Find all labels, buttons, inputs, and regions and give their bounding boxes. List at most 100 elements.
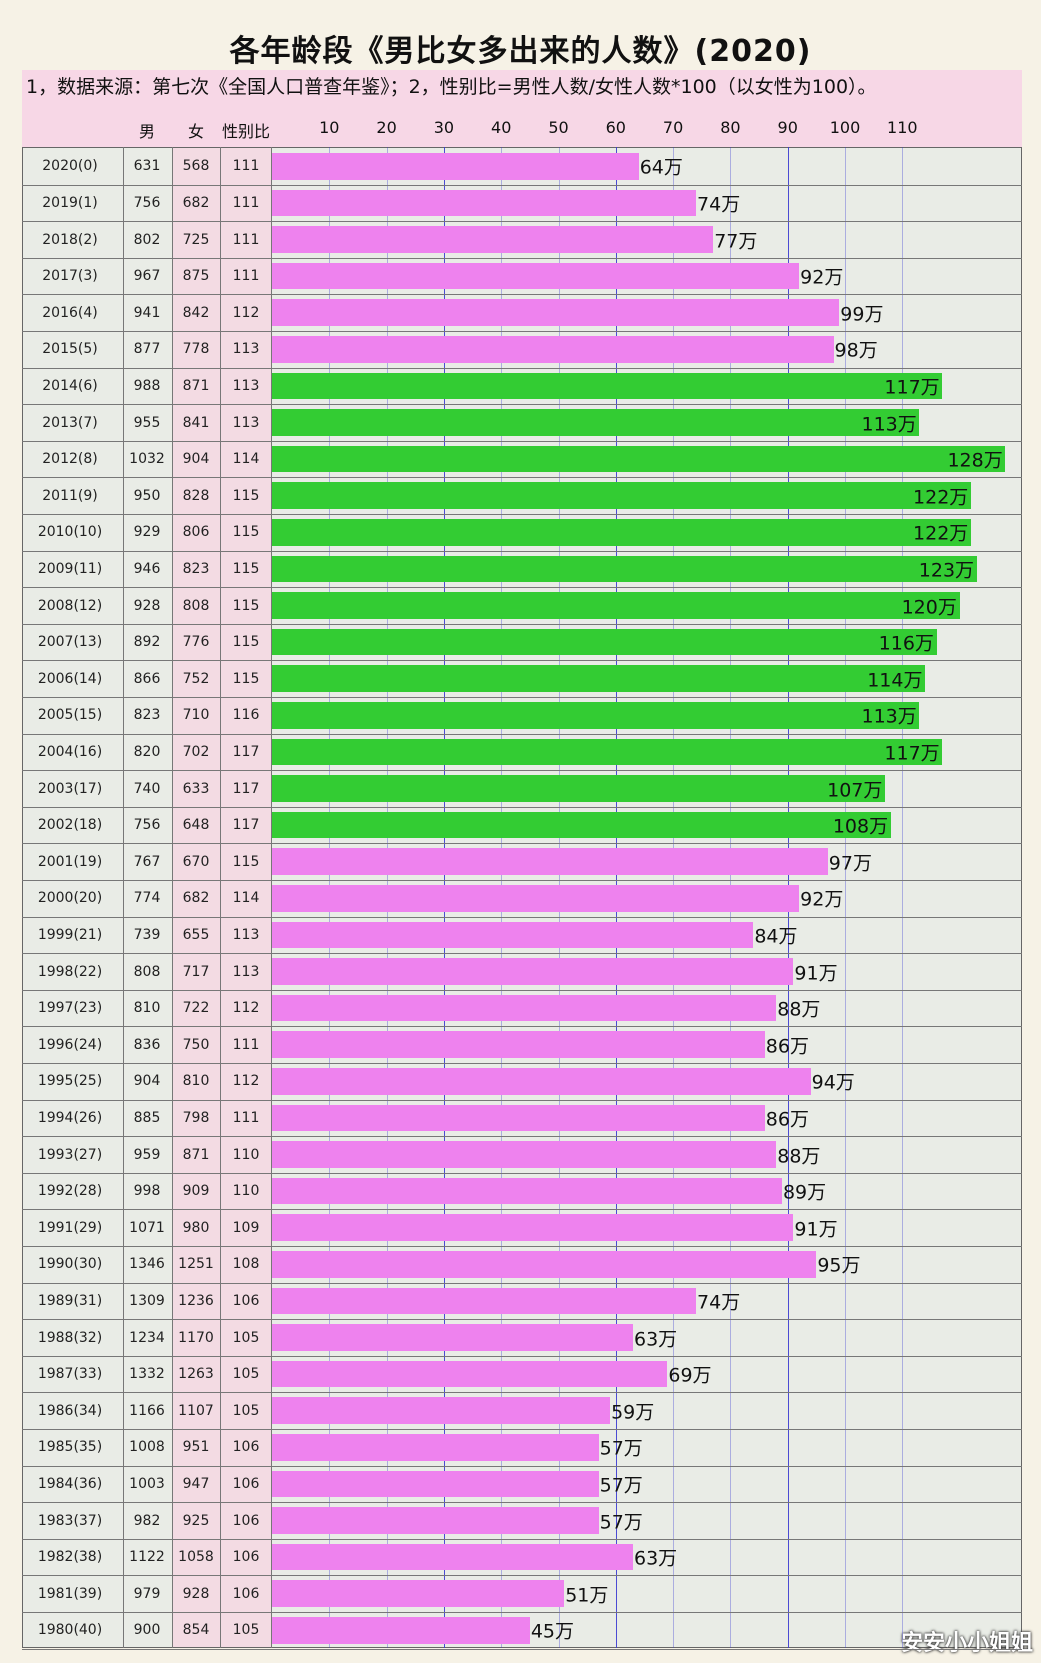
row-divider	[22, 477, 1022, 479]
row-year: 1998(22)	[37, 963, 103, 980]
row-year: 1997(23)	[37, 1000, 103, 1017]
row-divider	[22, 1502, 1022, 1504]
row-ratio: 111	[232, 1036, 260, 1053]
row-divider	[22, 770, 1022, 772]
row-ratio: 111	[232, 268, 260, 285]
row-female: 702	[182, 743, 210, 760]
row-male: 810	[133, 1000, 161, 1017]
bar-value-label: 91万	[794, 962, 838, 984]
bar	[272, 592, 960, 619]
row-year: 1990(30)	[37, 1256, 103, 1273]
bar-value-label: 89万	[782, 1181, 827, 1204]
row-year: 2007(13)	[37, 634, 103, 651]
row-divider	[22, 1465, 1022, 1467]
row-divider	[22, 1099, 1022, 1101]
row-female: 810	[182, 1073, 210, 1090]
bar	[272, 1434, 599, 1461]
bar-value-label: 122万	[913, 486, 969, 509]
row-female: 928	[182, 1585, 210, 1602]
row-male: 1332	[129, 1366, 165, 1383]
bar-value-label: 108万	[832, 815, 889, 838]
bar	[272, 1251, 817, 1278]
header-male: 男	[138, 122, 156, 141]
row-ratio: 106	[232, 1512, 260, 1529]
row-divider	[22, 1575, 1022, 1577]
row-male: 988	[133, 377, 161, 394]
bar-value-label: 63万	[633, 1547, 678, 1570]
row-ratio: 113	[232, 963, 260, 980]
column-divider	[123, 147, 124, 1648]
row-year: 1989(31)	[37, 1292, 103, 1309]
row-male: 756	[133, 817, 161, 834]
row-ratio: 115	[232, 670, 260, 687]
row-divider	[22, 1282, 1022, 1284]
row-male: 892	[133, 634, 161, 651]
row-divider	[22, 1246, 1022, 1247]
bar	[272, 1543, 633, 1571]
row-divider	[22, 367, 1022, 369]
row-year: 2019(1)	[42, 194, 98, 211]
bar-value-label: 92万	[800, 888, 844, 911]
row-male: 955	[133, 414, 161, 431]
row-year: 2008(12)	[37, 597, 103, 614]
row-year: 2015(5)	[42, 341, 98, 358]
row-ratio: 116	[232, 707, 260, 724]
row-male: 866	[133, 670, 161, 687]
bar-value-label: 114万	[867, 669, 923, 692]
row-male: 959	[133, 1146, 161, 1163]
row-female: 798	[182, 1109, 210, 1126]
row-female: 717	[182, 963, 210, 980]
row-male: 885	[133, 1109, 161, 1126]
row-female: 842	[182, 304, 210, 321]
row-year: 2014(6)	[42, 377, 98, 394]
row-male: 820	[133, 743, 161, 760]
bar	[272, 921, 754, 949]
bar-value-label: 57万	[599, 1511, 643, 1533]
row-divider	[22, 257, 1022, 259]
bar-value-label: 88万	[777, 998, 821, 1021]
row-female: 1058	[178, 1549, 214, 1566]
bar-value-label: 69万	[668, 1364, 712, 1387]
bar	[272, 409, 920, 436]
row-divider	[22, 880, 1022, 881]
row-female: 951	[182, 1439, 210, 1456]
row-male: 1309	[129, 1292, 165, 1309]
row-divider	[22, 550, 1022, 552]
row-divider	[22, 1392, 1022, 1394]
bar-value-label: 74万	[697, 1291, 741, 1314]
row-ratio: 114	[232, 890, 260, 907]
x-tick-label: 70	[662, 118, 684, 137]
row-year: 1985(35)	[37, 1439, 103, 1456]
row-divider	[22, 1429, 1022, 1430]
row-divider	[22, 1136, 1022, 1138]
row-female: 778	[182, 341, 210, 358]
x-gridline	[902, 147, 904, 1648]
bar-value-label: 57万	[599, 1474, 643, 1497]
row-male: 877	[133, 341, 161, 358]
bar-value-label: 113万	[861, 705, 917, 728]
row-ratio: 111	[232, 1109, 260, 1126]
bar	[272, 226, 714, 253]
bar	[272, 848, 828, 875]
bar	[272, 262, 800, 290]
bar-value-label: 117万	[884, 376, 940, 399]
bar-value-label: 84万	[754, 925, 798, 948]
row-year: 2009(11)	[37, 560, 103, 577]
row-ratio: 113	[232, 377, 260, 394]
x-tick-label: 30	[433, 118, 455, 137]
bar-value-label: 51万	[565, 1584, 609, 1607]
bar	[272, 1324, 633, 1351]
bar	[272, 1580, 565, 1607]
row-ratio: 106	[232, 1475, 260, 1492]
x-tick-label: 80	[720, 118, 741, 137]
row-male: 979	[133, 1585, 161, 1602]
bar	[272, 336, 834, 363]
row-ratio: 115	[232, 853, 260, 870]
row-divider	[22, 1209, 1022, 1211]
row-year: 2016(4)	[42, 304, 98, 321]
column-divider	[271, 147, 272, 1648]
row-male: 739	[133, 926, 161, 943]
row-divider	[22, 221, 1022, 223]
bar	[272, 1287, 697, 1315]
row-male: 941	[133, 304, 161, 321]
